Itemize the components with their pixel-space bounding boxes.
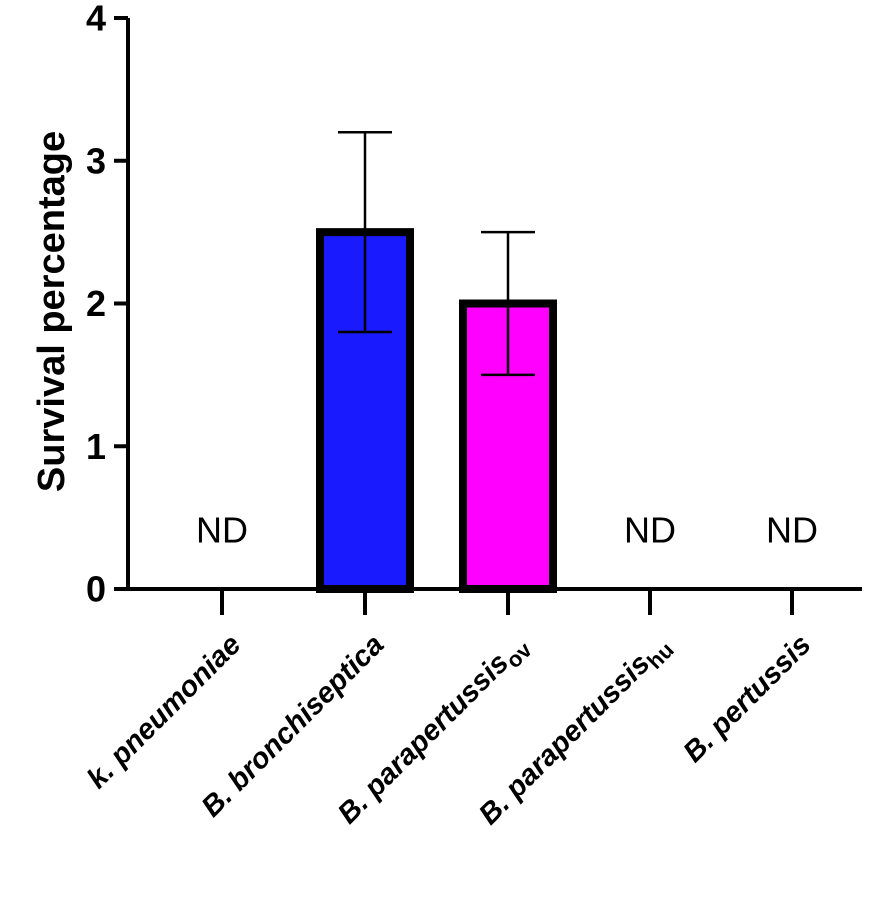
y-axis-label: Survival percentage [31,131,73,492]
x-category-label-4: B. pertussis [677,629,817,769]
nd-annotation-0: ND [196,510,248,551]
x-category-label-0: k. pneumoniae [81,629,247,795]
x-category-main-4: B. pertussis [677,629,817,769]
x-category-text-0: k. pneumoniae [81,629,247,795]
nd-annotation-3: ND [624,510,676,551]
y-tick-label-1: 1 [86,426,106,467]
y-tick-label-0: 0 [86,569,106,610]
y-tick-label-3: 3 [86,140,106,181]
x-category-text-4: B. pertussis [677,629,817,769]
nd-annotation-4: ND [766,510,818,551]
y-tick-label-2: 2 [86,283,106,324]
y-tick-label-4: 4 [86,0,106,39]
x-category-main-0: k. pneumoniae [81,629,247,795]
